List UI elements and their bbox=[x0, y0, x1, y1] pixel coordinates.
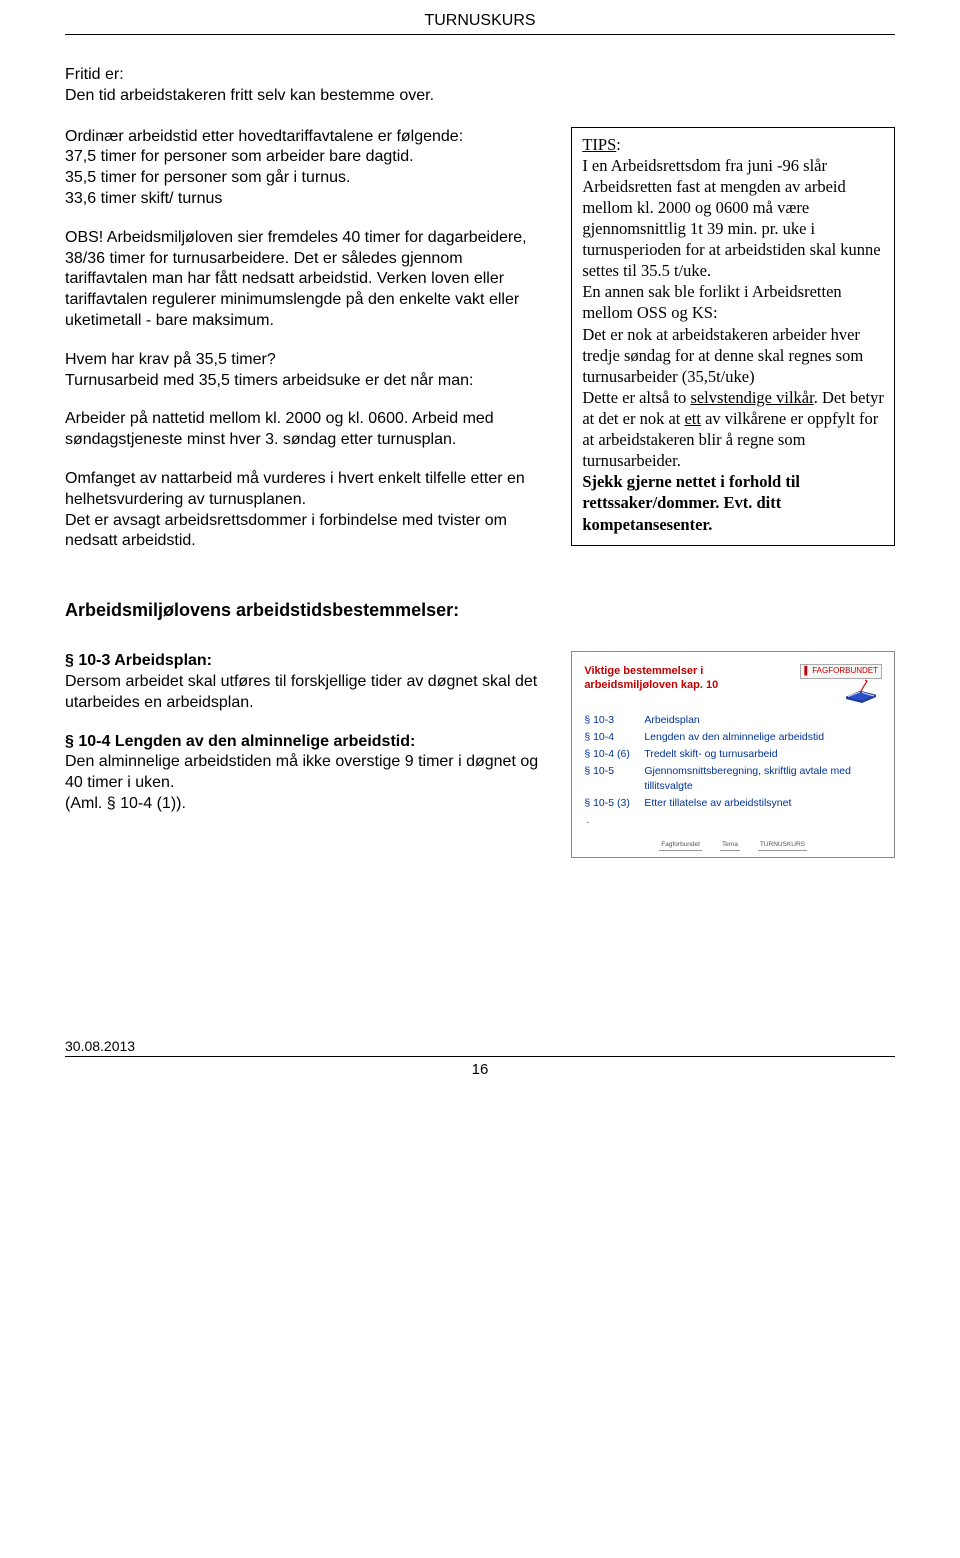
slide-row: § 10-4Lengden av den alminnelige arbeids… bbox=[584, 730, 882, 744]
slide-ref: § 10-3 bbox=[584, 713, 644, 727]
book-icon bbox=[842, 677, 882, 705]
intro-line2: Den tid arbeidstakeren fritt selv kan be… bbox=[65, 86, 895, 107]
left-p1: Ordinær arbeidstid etter hovedtariffavta… bbox=[65, 127, 546, 210]
left-p4: Arbeider på nattetid mellom kl. 2000 og … bbox=[65, 409, 546, 451]
two-column-secondary: § 10-3 Arbeidsplan: Dersom arbeidet skal … bbox=[65, 651, 895, 858]
left-b-h2: § 10-4 Lengden av den alminnelige arbeid… bbox=[65, 733, 415, 750]
slide-box: Viktige bestemmelser i arbeidsmiljøloven… bbox=[571, 651, 895, 858]
tips-body-1: I en Arbeidsrettsdom fra juni -96 slår A… bbox=[582, 156, 880, 407]
footer-rule bbox=[65, 1056, 895, 1057]
slide-top-row: Viktige bestemmelser i arbeidsmiljøloven… bbox=[584, 664, 882, 705]
footer-area: 30.08.2013 16 bbox=[65, 1038, 895, 1078]
intro-block: Fritid er: Den tid arbeidstakeren fritt … bbox=[65, 65, 895, 107]
slide-footer-left: Fagforbundet bbox=[659, 841, 702, 851]
page-header-title: TURNUSKURS bbox=[65, 0, 895, 34]
slide-footer: Fagforbundet Tema TURNUSKURS bbox=[584, 841, 882, 851]
left-b-t1: Dersom arbeidet skal utføres til forskje… bbox=[65, 673, 537, 711]
slide-row: § 10-3Arbeidsplan bbox=[584, 713, 882, 727]
slide-footer-mid: Tema bbox=[720, 841, 740, 851]
tips-underline-2: ett bbox=[684, 409, 701, 428]
slide-txt: Lengden av den alminnelige arbeidstid bbox=[644, 730, 882, 744]
slide-list: § 10-3Arbeidsplan § 10-4Lengden av den a… bbox=[584, 713, 882, 827]
two-column-main: Ordinær arbeidstid etter hovedtariffavta… bbox=[65, 127, 895, 571]
slide-logo-text: FAGFORBUNDET bbox=[812, 666, 878, 675]
header-rule bbox=[65, 34, 895, 35]
left-p5: Omfanget av nattarbeid må vurderes i hve… bbox=[65, 469, 546, 552]
slide-txt: Tredelt skift- og turnusarbeid bbox=[644, 747, 882, 761]
slide-ref: § 10-4 bbox=[584, 730, 644, 744]
right-column: TIPS: I en Arbeidsrettsdom fra juni -96 … bbox=[571, 127, 895, 571]
slide-row: § 10-4 (6)Tredelt skift- og turnusarbeid bbox=[584, 747, 882, 761]
right-b-column: Viktige bestemmelser i arbeidsmiljøloven… bbox=[571, 651, 895, 858]
slide-txt: Gjennomsnittsberegning, skriftlig avtale… bbox=[644, 764, 882, 792]
slide-dot: . bbox=[586, 813, 882, 827]
slide-txt: Etter tillatelse av arbeidstilsynet bbox=[644, 796, 882, 810]
section-heading: Arbeidsmiljølovens arbeidstidsbestemmels… bbox=[65, 600, 895, 621]
section-divider: Arbeidsmiljølovens arbeidstidsbestemmels… bbox=[65, 600, 895, 621]
tips-label: TIPS: bbox=[582, 135, 621, 154]
slide-top-right: ▌ FAGFORBUNDET bbox=[800, 664, 882, 705]
slide-txt: Arbeidsplan bbox=[644, 713, 882, 727]
slide-title: Viktige bestemmelser i arbeidsmiljøloven… bbox=[584, 664, 724, 693]
tips-box: TIPS: I en Arbeidsrettsdom fra juni -96 … bbox=[571, 127, 895, 546]
left-p2: OBS! Arbeidsmiljøloven sier fremdeles 40… bbox=[65, 228, 546, 332]
intro-line1: Fritid er: bbox=[65, 65, 895, 86]
tips-underline-1: selvstendige vilkår bbox=[690, 388, 813, 407]
footer-date: 30.08.2013 bbox=[65, 1038, 895, 1054]
left-b-t2: Den alminnelige arbeidstiden må ikke ove… bbox=[65, 753, 538, 812]
left-b-p2: § 10-4 Lengden av den alminnelige arbeid… bbox=[65, 732, 546, 815]
slide-row: § 10-5Gjennomsnittsberegning, skriftlig … bbox=[584, 764, 882, 792]
left-b-column: § 10-3 Arbeidsplan: Dersom arbeidet skal … bbox=[65, 651, 546, 858]
slide-ref: § 10-5 bbox=[584, 764, 644, 792]
slide-ref: § 10-5 (3) bbox=[584, 796, 644, 810]
left-b-p1: § 10-3 Arbeidsplan: Dersom arbeidet skal … bbox=[65, 651, 546, 713]
tips-bold: Sjekk gjerne nettet i forhold til rettss… bbox=[582, 472, 800, 533]
left-column: Ordinær arbeidstid etter hovedtariffavta… bbox=[65, 127, 546, 571]
tips-label-text: TIPS bbox=[582, 135, 616, 154]
slide-ref: § 10-4 (6) bbox=[584, 747, 644, 761]
footer-page-number: 16 bbox=[65, 1061, 895, 1078]
page: TURNUSKURS Fritid er: Den tid arbeidstak… bbox=[0, 0, 960, 1098]
slide-row: § 10-5 (3)Etter tillatelse av arbeidstil… bbox=[584, 796, 882, 810]
left-p3: Hvem har krav på 35,5 timer? Turnusarbei… bbox=[65, 350, 546, 392]
slide-footer-right: TURNUSKURS bbox=[758, 841, 807, 851]
left-b-h1: § 10-3 Arbeidsplan: bbox=[65, 652, 212, 669]
